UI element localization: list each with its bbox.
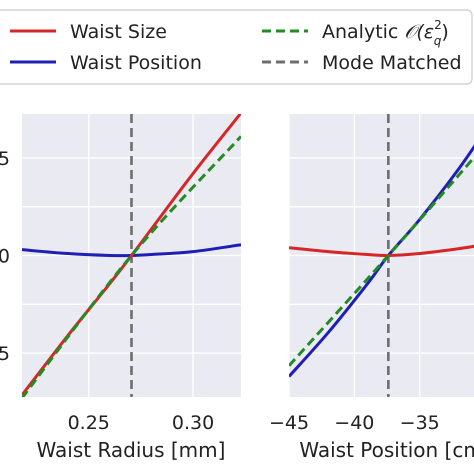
x-tick-label-right-1: −40 <box>334 412 374 434</box>
legend-entry-waist-position: Waist Position <box>10 52 202 74</box>
x-tick-label-right-0: −45 <box>269 412 309 434</box>
legend-entry-waist-size: Waist Size <box>10 21 167 43</box>
legend-label-analytic: Analytic 𝒪(ε2 q) <box>322 18 449 48</box>
x-tick-label-left-1: 0.30 <box>172 412 214 434</box>
legend-entry-mode-matched: Mode Matched <box>262 52 462 74</box>
y-tick-label-left-2: 5 <box>0 148 10 170</box>
legend: Waist Size Waist Position Analytic 𝒪(ε2 q… <box>0 9 473 85</box>
series-analytic-right <box>289 155 474 367</box>
y-tick-label-left-0: 5 <box>0 343 10 365</box>
ticklabels-left: 0.25 0.30 5 0 5 <box>0 148 214 434</box>
legend-label-waist-size: Waist Size <box>70 21 167 43</box>
ticklabels-right: −45 −40 −35 <box>269 412 440 434</box>
series-right <box>289 114 474 397</box>
legend-label-waist-position: Waist Position <box>70 52 202 74</box>
x-tick-label-left-0: 0.25 <box>68 412 110 434</box>
x-axis-label-left: Waist Radius [mm] <box>37 438 226 462</box>
series-left <box>22 114 241 397</box>
panel-waist-radius: 0.25 0.30 5 0 5 Waist Radius [mm] <box>0 114 241 462</box>
legend-entry-analytic: Analytic 𝒪(ε2 q) <box>262 18 449 48</box>
legend-frame <box>0 9 473 85</box>
y-tick-label-left-1: 0 <box>0 246 10 268</box>
x-tick-label-right-2: −35 <box>400 412 440 434</box>
series-analytic-left <box>22 135 241 397</box>
panel-waist-position: −45 −40 −35 Waist Position [cm] <box>269 114 474 462</box>
x-axis-label-right: Waist Position [cm] <box>299 438 474 462</box>
legend-label-mode-matched: Mode Matched <box>322 52 462 74</box>
